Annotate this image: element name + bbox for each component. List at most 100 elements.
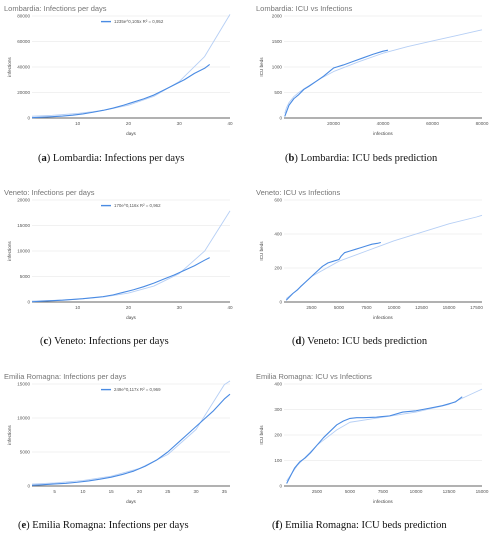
caption-b: (b) Lombardia: ICU beds prediction bbox=[285, 153, 438, 164]
caption-letter: f bbox=[275, 520, 280, 531]
x-tick-label: 25 bbox=[165, 489, 171, 494]
x-tick-label: 35 bbox=[222, 489, 228, 494]
panel-e: Emilia Romagna: Infections per days 0 500… bbox=[2, 370, 242, 540]
x-tick-label: 30 bbox=[193, 489, 199, 494]
series-line-actual bbox=[285, 241, 381, 301]
caption-d: (d) Veneto: ICU beds prediction bbox=[292, 336, 428, 347]
y-tick-label: 300 bbox=[274, 407, 282, 412]
x-tick-label: 12500 bbox=[415, 305, 428, 310]
caption-letter: b bbox=[288, 153, 295, 164]
y-axis-label: ICU beds bbox=[259, 57, 264, 77]
caption-letter: d bbox=[295, 336, 302, 347]
y-tick-label: 0 bbox=[27, 116, 30, 121]
x-tick-label: 40 bbox=[227, 121, 233, 126]
y-tick-label: 0 bbox=[279, 484, 282, 489]
y-tick-label: 1000 bbox=[272, 65, 283, 70]
y-tick-label: 40000 bbox=[17, 65, 30, 70]
y-tick-label: 5000 bbox=[20, 450, 31, 455]
chart-f: Emilia Romagna: ICU vs Infections 0 100 20… bbox=[256, 372, 489, 504]
legend-label: 1235e^0,105x R² = 0,952 bbox=[114, 19, 164, 24]
y-axis-label: ICU beds bbox=[259, 425, 264, 445]
y-tick-label: 20000 bbox=[17, 198, 30, 203]
chart-title: Lombardia: Infections per days bbox=[4, 4, 107, 13]
y-tick-label: 400 bbox=[274, 232, 282, 237]
panel-f: Emilia Romagna: ICU vs Infections 0 100 20… bbox=[254, 370, 494, 540]
x-tick-label: 20 bbox=[137, 489, 143, 494]
y-tick-label: 20000 bbox=[17, 90, 30, 95]
caption-text: Lombardia: ICU beds prediction bbox=[300, 153, 438, 164]
caption-text: Emilia Romagna: Infections per days bbox=[32, 520, 189, 531]
panel-a: Lombardia: Infections per days 0 20000 400… bbox=[2, 2, 242, 172]
x-tick-label: 15000 bbox=[476, 489, 489, 494]
chart-a: Lombardia: Infections per days 0 20000 400… bbox=[4, 4, 233, 136]
y-tick-label: 0 bbox=[27, 484, 30, 489]
chart-title: Emilia Romagna: Infections per days bbox=[4, 372, 126, 381]
y-tick-label: 60000 bbox=[17, 39, 30, 44]
chart-title: Lombardia: ICU vs Infections bbox=[256, 4, 353, 13]
caption-f: (f) Emilia Romagna: ICU beds prediction bbox=[272, 520, 447, 531]
x-tick-label: 20000 bbox=[327, 121, 340, 126]
x-axis-label: days bbox=[126, 315, 136, 320]
caption-letter: e bbox=[21, 520, 27, 531]
panel-b: Lombardia: ICU vs Infections 0 500 1000 150… bbox=[254, 2, 494, 172]
x-tick-label: 10 bbox=[80, 489, 86, 494]
panel-d: Veneto: ICU vs Infections 0 200 400 600 2500… bbox=[254, 186, 494, 356]
x-tick-label: 15000 bbox=[443, 305, 456, 310]
chart-title: Veneto: ICU vs Infections bbox=[256, 188, 340, 197]
caption-a: (a) Lombardia: Infections per days bbox=[38, 153, 185, 164]
x-axis-label: infections bbox=[373, 315, 393, 320]
y-tick-label: 1500 bbox=[272, 39, 283, 44]
y-tick-label: 10000 bbox=[17, 416, 30, 421]
x-tick-label: 2500 bbox=[306, 305, 317, 310]
chart-title: Emilia Romagna: ICU vs Infections bbox=[256, 372, 372, 381]
y-tick-label: 80000 bbox=[17, 14, 30, 19]
chart-b: Lombardia: ICU vs Infections 0 500 1000 150… bbox=[256, 4, 489, 136]
x-tick-label: 40 bbox=[227, 305, 233, 310]
y-tick-label: 0 bbox=[279, 116, 282, 121]
x-tick-label: 17500 bbox=[470, 305, 483, 310]
y-axis-label: infections bbox=[7, 425, 12, 445]
y-tick-label: 200 bbox=[274, 433, 282, 438]
series-line-actual bbox=[286, 396, 463, 484]
x-tick-label: 40000 bbox=[377, 121, 390, 126]
x-tick-label: 10 bbox=[75, 121, 81, 126]
caption-letter: c bbox=[43, 336, 49, 347]
y-axis-label: infections bbox=[7, 241, 12, 261]
caption-letter: a bbox=[41, 153, 47, 164]
x-tick-label: 12500 bbox=[443, 489, 456, 494]
x-axis-label: infections bbox=[373, 131, 393, 136]
x-tick-label: 20 bbox=[126, 305, 132, 310]
y-tick-label: 0 bbox=[279, 300, 282, 305]
y-axis-label: ICU beds bbox=[259, 241, 264, 261]
x-tick-label: 60000 bbox=[426, 121, 439, 126]
x-tick-label: 10 bbox=[75, 305, 81, 310]
chart-c: Veneto: Infections per days 0 5000 10000 15… bbox=[4, 188, 233, 320]
x-tick-label: 15 bbox=[109, 489, 115, 494]
caption-text: Veneto: ICU beds prediction bbox=[307, 336, 428, 347]
caption-text: Veneto: Infections per days bbox=[54, 336, 169, 347]
caption-c: (c) Veneto: Infections per days bbox=[40, 336, 169, 347]
y-tick-label: 100 bbox=[274, 458, 282, 463]
legend-label: 249e^0,117x R² = 0,969 bbox=[114, 387, 161, 392]
y-tick-label: 10000 bbox=[17, 249, 30, 254]
x-tick-label: 30 bbox=[177, 121, 183, 126]
series-line-actual bbox=[31, 257, 210, 303]
series-line-fit bbox=[31, 14, 231, 117]
series-line-fit bbox=[284, 29, 483, 114]
chart-d: Veneto: ICU vs Infections 0 200 400 600 2500… bbox=[256, 188, 483, 320]
series-line-fit bbox=[285, 214, 483, 299]
y-tick-label: 0 bbox=[27, 300, 30, 305]
x-axis-label: days bbox=[126, 499, 136, 504]
x-axis-label: infections bbox=[373, 499, 393, 504]
y-axis-label: infections bbox=[7, 57, 12, 77]
x-tick-label: 20 bbox=[126, 121, 132, 126]
y-tick-label: 500 bbox=[274, 90, 282, 95]
y-tick-label: 200 bbox=[274, 266, 282, 271]
series-line-actual bbox=[31, 64, 211, 119]
panel-c: Veneto: Infections per days 0 5000 10000 15… bbox=[2, 186, 242, 356]
y-tick-label: 15000 bbox=[17, 382, 30, 387]
x-tick-label: 5000 bbox=[334, 305, 345, 310]
y-tick-label: 15000 bbox=[17, 223, 30, 228]
x-tick-label: 7500 bbox=[361, 305, 372, 310]
series-line-fit bbox=[31, 380, 231, 485]
